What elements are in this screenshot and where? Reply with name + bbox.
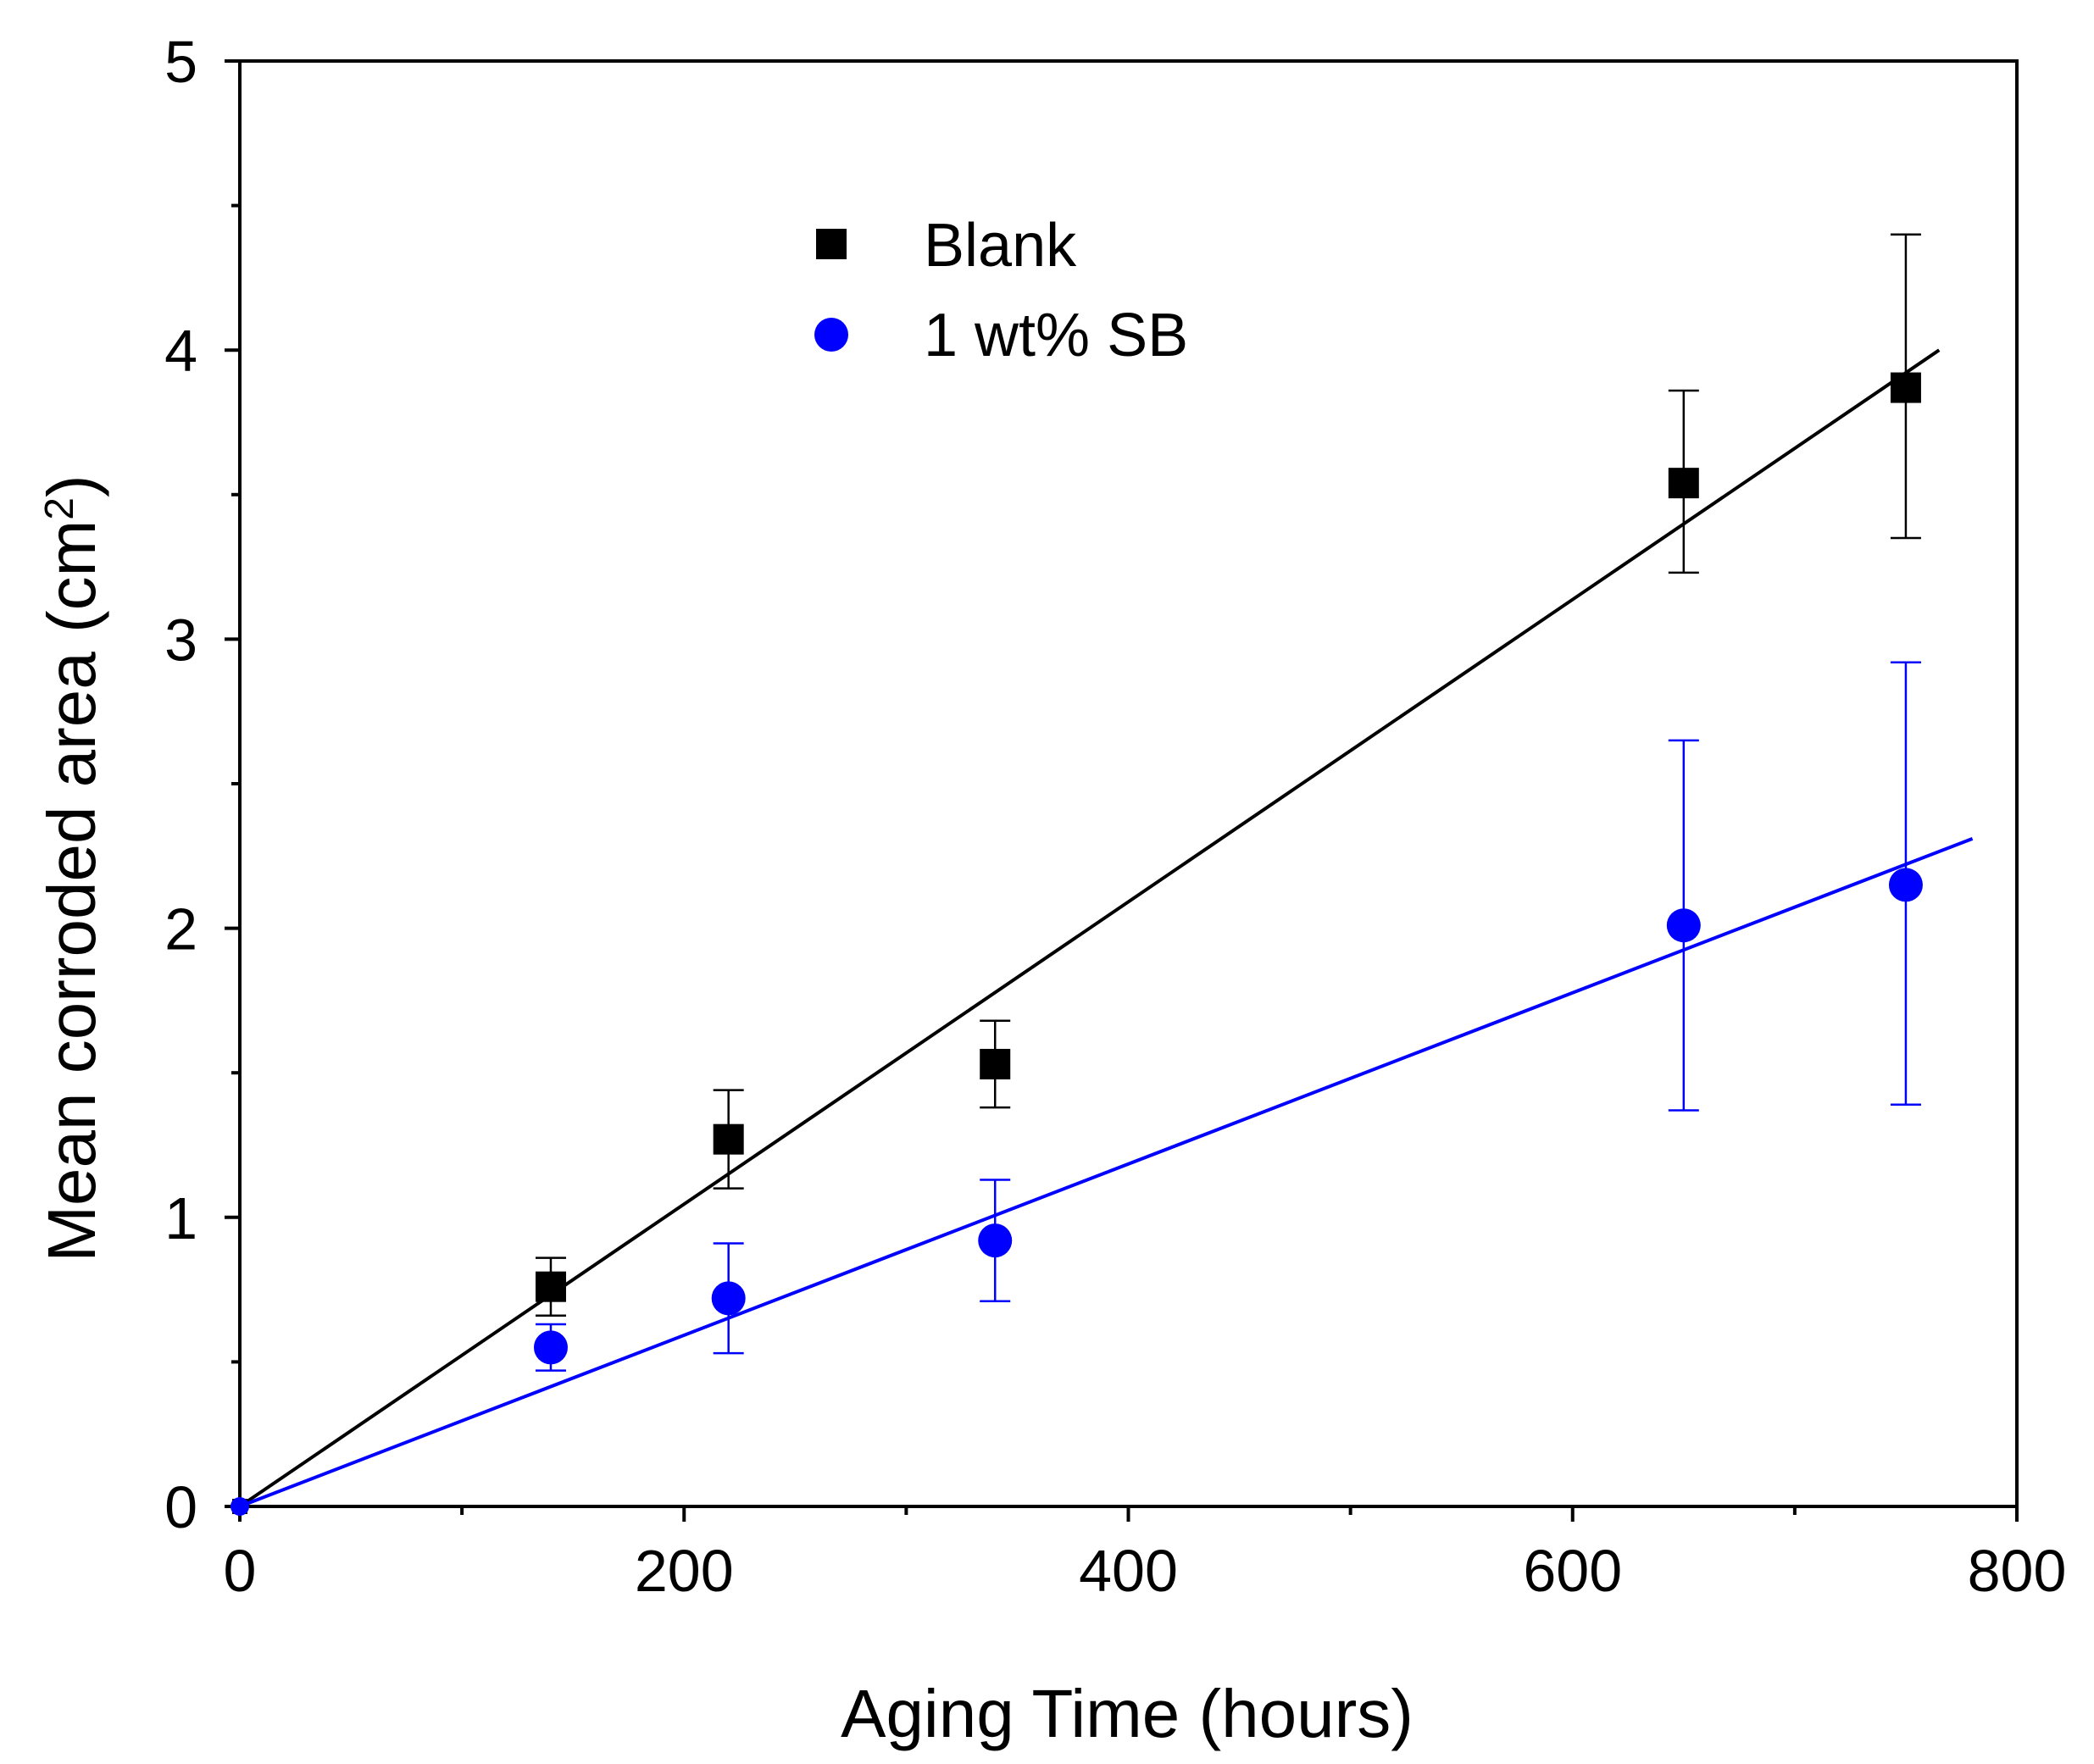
- legend: Blank 1 wt% SB: [814, 212, 1188, 369]
- legend-marker-sb: [814, 318, 848, 352]
- x-axis: 0 200 400 600 800: [224, 1506, 2067, 1604]
- data-point-sb-5: [1888, 868, 1923, 902]
- y-axis-title-main: Mean corroded area (cm: [34, 520, 109, 1262]
- y-axis-title: Mean corroded area (cm2): [34, 474, 109, 1262]
- y-tick-label-4: 4: [164, 318, 197, 384]
- x-tick-label-200: 200: [635, 1538, 734, 1604]
- y-tick-label-1: 1: [164, 1185, 197, 1251]
- fit-line-blank: [238, 348, 1941, 1508]
- data-point-sb-2: [711, 1281, 746, 1316]
- data-point-sb-0: [231, 1497, 249, 1516]
- data-point-sb-4: [1666, 908, 1701, 943]
- series-sb: [231, 661, 1974, 1516]
- y-tick-label-5: 5: [164, 29, 197, 95]
- plot-frame: [238, 59, 2019, 1508]
- plot-area: [238, 59, 2019, 1508]
- data-point-blank-4: [1668, 468, 1699, 499]
- legend-label-sb: 1 wt% SB: [924, 302, 1188, 369]
- x-tick-label-800: 800: [1968, 1538, 2067, 1604]
- x-tick-label-600: 600: [1523, 1538, 1622, 1604]
- legend-marker-blank: [816, 229, 847, 259]
- legend-label-blank: Blank: [924, 212, 1077, 280]
- data-point-sb-1: [533, 1330, 568, 1365]
- fit-line-sb: [239, 836, 1974, 1508]
- y-tick-label-2: 2: [164, 896, 197, 962]
- x-tick-label-400: 400: [1079, 1538, 1178, 1604]
- data-point-blank-2: [713, 1123, 744, 1155]
- series-blank: [232, 233, 1941, 1514]
- x-tick-label-0: 0: [224, 1538, 257, 1604]
- data-point-blank-3: [980, 1048, 1011, 1079]
- data-point-blank-5: [1890, 372, 1921, 403]
- y-axis: 0 1 2 3 4 5: [164, 29, 240, 1540]
- data-point-blank-1: [535, 1271, 566, 1302]
- y-axis-title-close: ): [34, 474, 109, 497]
- y-tick-label-3: 3: [164, 607, 197, 673]
- y-tick-label-0: 0: [164, 1474, 197, 1540]
- data-point-sb-3: [978, 1223, 1013, 1258]
- series-layer: [231, 233, 1974, 1516]
- y-axis-title-superscript: 2: [37, 497, 82, 520]
- x-axis-title: Aging Time (hours): [841, 1676, 1414, 1751]
